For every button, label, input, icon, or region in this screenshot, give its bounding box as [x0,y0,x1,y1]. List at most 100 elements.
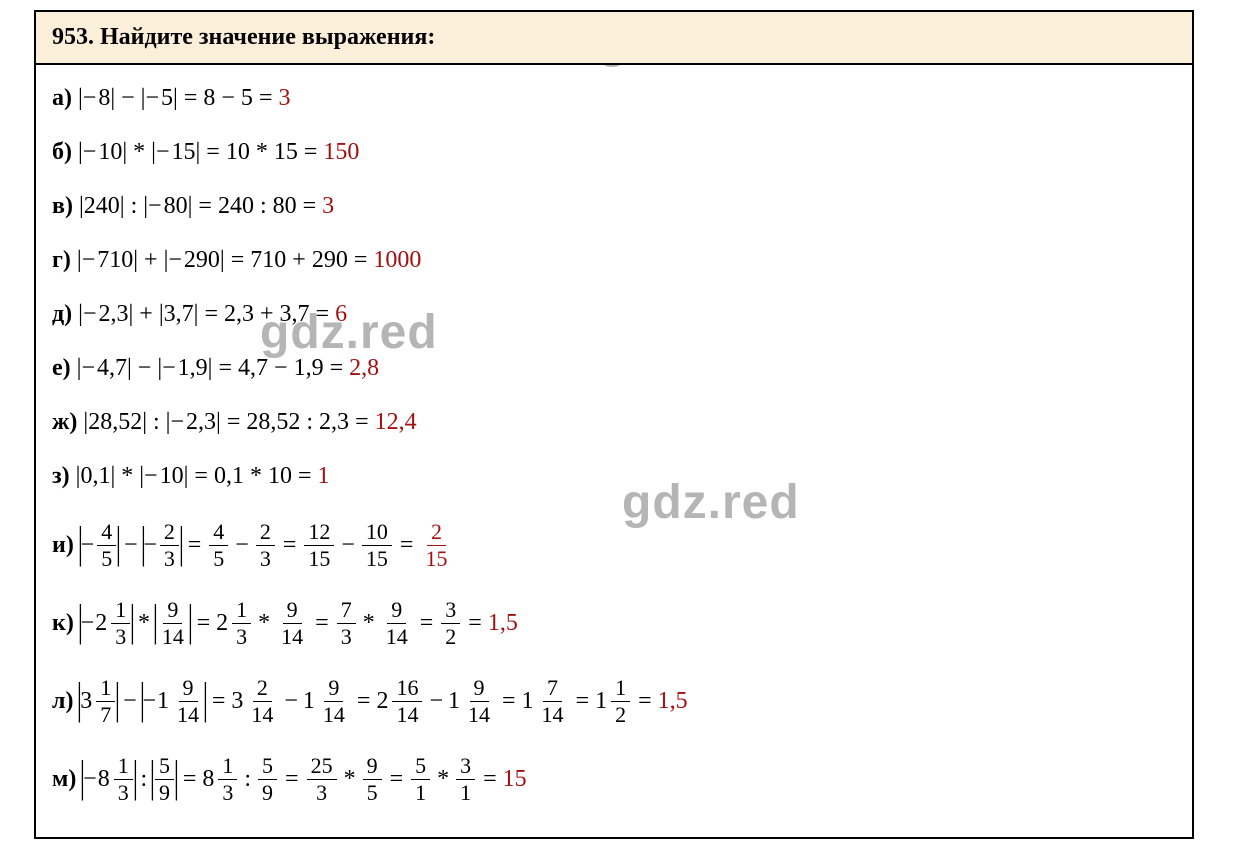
numerator: 12 [304,521,334,546]
result: 1,5 [658,689,688,713]
numerator: 9 [163,599,182,624]
numerator: 9 [470,677,489,702]
equals: = [355,410,369,434]
expr2: 8 − 5 [203,86,253,110]
mixed-number: 3 1 7 [80,677,117,726]
denominator: 3 [337,624,356,648]
row-d: д) |− 2,3| + |3,7| = 2,3 + 3,7 = 6 [52,299,1176,329]
abs-bar: | [132,755,137,799]
fraction: 2 14 [247,677,277,726]
denominator: 3 [218,780,237,804]
numerator: 9 [387,599,406,624]
numerator: 1 [111,599,130,624]
denominator: 14 [464,702,494,726]
operator: * [344,767,356,791]
equals: = [227,410,241,434]
mixed-number: 2 16 14 [376,677,424,726]
operator: * [258,611,270,635]
numerator: 7 [337,599,356,624]
row-l: л) | 3 1 7 | − | − 1 9 14 [52,671,1176,731]
numerator: 3 [441,599,460,624]
result: 3 [278,86,290,110]
numerator: 2 [427,521,446,546]
mixed-number: 2 1 3 [95,599,132,648]
mixed-number: 1 1 2 [595,677,632,726]
abs-bar: | [174,755,179,799]
result: 2,8 [349,356,379,380]
fraction: 9 14 [382,599,412,648]
equals: = [204,302,218,326]
row-g: г) |− 710| + |− 290| = 710 + 290 = 1000 [52,245,1176,275]
numerator: 10 [362,521,392,546]
denominator: 14 [247,702,277,726]
fraction: 1 3 [114,755,133,804]
denominator: 2 [611,702,630,726]
whole-part: 2 [216,611,228,635]
expr2: 0,1 * 10 [214,464,292,488]
fraction: 2 3 [256,521,275,570]
denominator: 9 [258,780,277,804]
expr2: 10 * 15 [226,140,298,164]
row-i: и) | − 4 5 | − | − 2 3 | = 4 [52,515,1176,575]
result: 15 [503,767,527,791]
mixed-number: 3 2 14 [231,677,279,726]
problem-card: 953. Найдите значение выражения: а) |− 8… [34,10,1194,839]
row-label: а) [52,86,72,110]
equals: = [315,611,329,635]
equals: = [357,689,371,713]
abs-bar: | [140,521,145,565]
numerator: 9 [283,599,302,624]
expr1: |28,52| : |− 2,3| [83,410,220,434]
expr2: 240 : 80 [218,194,297,218]
abs-bar: | [130,599,135,643]
denominator: 15 [304,546,334,570]
fraction: 9 5 [363,755,382,804]
equals: = [194,464,208,488]
equals: = [198,194,212,218]
fraction: 9 14 [464,677,494,726]
denominator: 7 [96,702,115,726]
equals: = [354,248,368,272]
denominator: 3 [256,546,275,570]
denominator: 15 [362,546,392,570]
row-a: а) |− 8| − |− 5| = 8 − 5 = 3 [52,83,1176,113]
fraction-result: 2 15 [421,521,451,570]
mixed-number: 1 7 14 [522,677,570,726]
whole-part: 3 [231,689,243,713]
result: 1 [318,464,330,488]
numerator: 7 [543,677,562,702]
fraction: 5 9 [155,755,174,804]
numerator: 4 [97,521,116,546]
row-label: б) [52,140,72,164]
abs-bar: | [150,755,155,799]
equals: = [212,689,226,713]
fraction: 9 14 [173,677,203,726]
expr1: |− 2,3| + |3,7| [78,302,198,326]
row-label: з) [52,464,70,488]
denominator: 1 [456,780,475,804]
result: 3 [322,194,334,218]
row-label: м) [52,767,76,791]
whole-part: 2 [95,611,107,635]
row-label: в) [52,194,73,218]
denominator: 15 [421,546,451,570]
abs-bar: | [78,599,83,643]
operator: − [429,689,443,713]
fraction: 2 3 [160,521,179,570]
operator: − [235,533,249,557]
expr1: |− 8| − |− 5| [78,86,178,110]
denominator: 14 [319,702,349,726]
equals: = [183,767,197,791]
row-label: е) [52,356,71,380]
denominator: 3 [114,780,133,804]
denominator: 14 [392,702,422,726]
fraction: 9 14 [277,599,307,648]
expr1: |240| : |− 80| [79,194,192,218]
denominator: 14 [173,702,203,726]
operator: − [124,533,138,557]
whole-part: 1 [303,689,315,713]
numerator: 5 [258,755,277,780]
mixed-number: 1 9 14 [157,677,205,726]
whole-part: 1 [522,689,534,713]
fraction: 9 14 [319,677,349,726]
